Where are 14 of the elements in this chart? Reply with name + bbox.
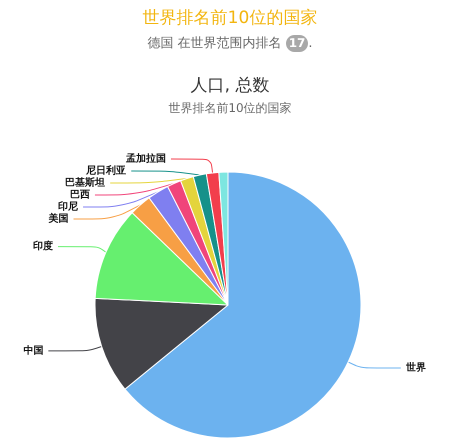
slice-label: 巴基斯坦 [65, 176, 106, 188]
slice-label: 印度 [32, 240, 53, 252]
slice-label: 世界 [404, 362, 426, 374]
slice-label: 巴西 [70, 189, 90, 200]
text: 德国 在世界范围内排名 17. [147, 35, 313, 52]
slice-label: 孟加拉国 [124, 152, 166, 164]
slice-label: 印尼 [58, 200, 78, 212]
slice-label: 中国 [23, 344, 44, 356]
chart-title: 人口, 总数 [190, 76, 270, 96]
slice-label: 尼日利亚 [85, 164, 126, 176]
slice-label: 美国 [48, 212, 69, 224]
text: 世界排名前10位的国家 [142, 7, 318, 30]
chart-subtitle: 世界排名前10位的国家 [168, 101, 292, 115]
rank-badge: 17 [286, 35, 308, 52]
